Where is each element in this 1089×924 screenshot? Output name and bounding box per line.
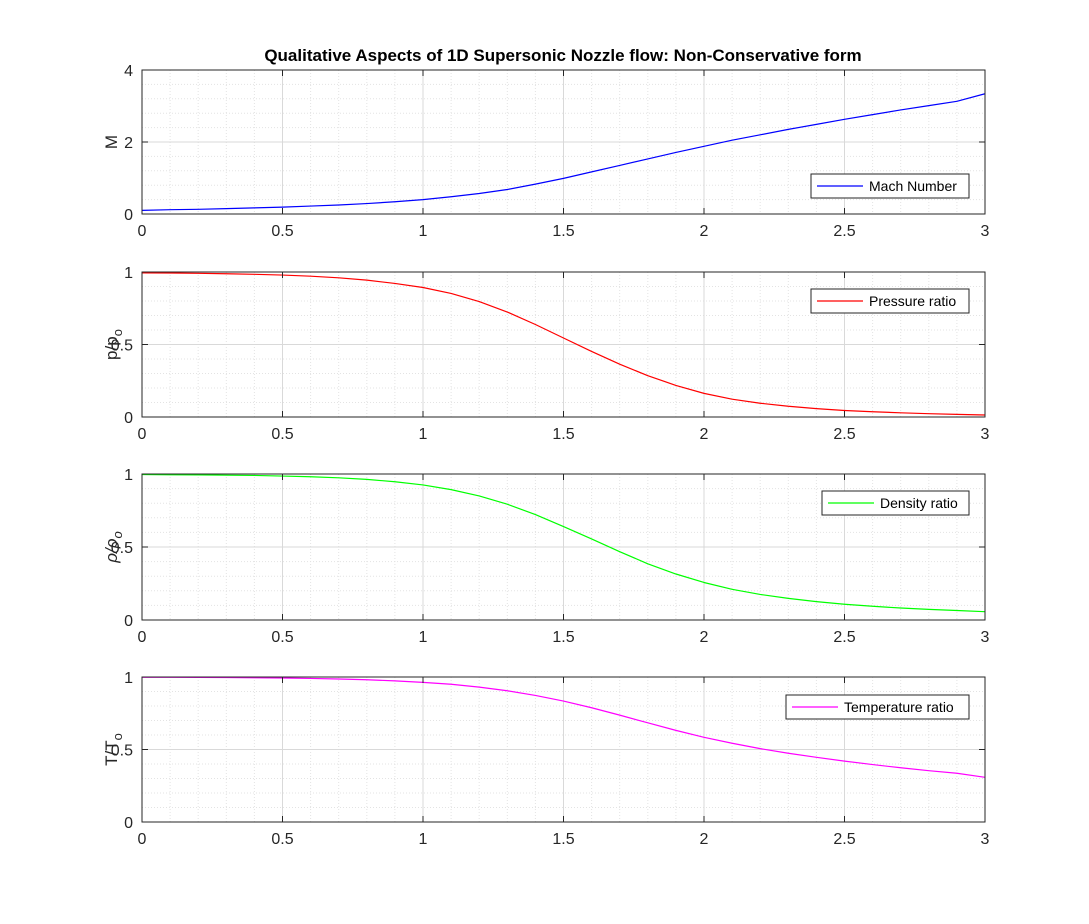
x-tick-label: 1.5 <box>552 426 574 443</box>
x-tick-label: 0 <box>138 426 147 443</box>
x-tick-label: 1.5 <box>552 629 574 646</box>
y-tick-label: 1 <box>124 467 133 484</box>
x-tick-label: 3 <box>981 223 990 240</box>
x-tick-label: 0.5 <box>271 831 293 848</box>
x-tick-label: 2 <box>700 426 709 443</box>
x-tick-label: 2 <box>700 629 709 646</box>
x-tick-label: 2 <box>700 831 709 848</box>
x-tick-label: 1 <box>419 426 428 443</box>
y-axis-label: p/po <box>102 329 125 360</box>
x-tick-label: 1 <box>419 629 428 646</box>
x-tick-label: 1 <box>419 831 428 848</box>
subplot-1: 0 0.5 1 1.5 2 2.5 3 0 2 4 M Mach Number <box>102 63 990 240</box>
x-tick-label: 1.5 <box>552 223 574 240</box>
y-tick-label: 0 <box>124 613 133 630</box>
x-tick-label: 1 <box>419 223 428 240</box>
y-axis-label: T/To <box>102 733 125 766</box>
x-tick-label: 3 <box>981 831 990 848</box>
y-tick-label: 0.5 <box>111 338 133 355</box>
y-tick-label: 1 <box>124 265 133 282</box>
y-tick-label: 4 <box>124 63 133 80</box>
y-tick-label: 0 <box>124 207 133 224</box>
y-tick-label: 0.5 <box>111 540 133 557</box>
legend-label: Temperature ratio <box>844 699 954 715</box>
y-tick-label: 0 <box>124 815 133 832</box>
x-tick-label: 0.5 <box>271 426 293 443</box>
legend: Temperature ratio <box>785 694 970 720</box>
legend: Pressure ratio <box>810 288 970 314</box>
x-tick-label: 2.5 <box>833 629 855 646</box>
legend-label: Mach Number <box>869 178 957 194</box>
x-tick-label: 2 <box>700 223 709 240</box>
series-line <box>141 93 986 211</box>
x-tick-label: 2.5 <box>833 831 855 848</box>
legend: Density ratio <box>821 490 970 516</box>
y-tick-label: 1 <box>124 670 133 687</box>
x-tick-label: 0 <box>138 831 147 848</box>
subplot-3: 0 0.5 1 1.5 2 2.5 3 0 0.5 1 ρ/ρo Density ratio <box>102 467 990 646</box>
subplot-panels: 0 0.5 1 1.5 2 2.5 3 0 2 4 M Mach Number 0 0.5 1 1.5 2 2.5… <box>102 63 990 848</box>
x-tick-label: 2.5 <box>833 223 855 240</box>
subplot-4: 0 0.5 1 1.5 2 2.5 3 0 0.5 1 T/To Temperature ratio <box>102 670 990 848</box>
y-tick-label: 0 <box>124 410 133 427</box>
x-tick-label: 3 <box>981 426 990 443</box>
legend-label: Pressure ratio <box>869 293 956 309</box>
legend: Mach Number <box>810 173 970 199</box>
x-tick-label: 3 <box>981 629 990 646</box>
x-tick-label: 0 <box>138 223 147 240</box>
x-tick-label: 0 <box>138 629 147 646</box>
y-tick-label: 0.5 <box>111 743 133 760</box>
y-axis-label: ρ/ρo <box>102 531 125 563</box>
legend-label: Density ratio <box>880 495 958 511</box>
y-tick-label: 2 <box>124 135 133 152</box>
x-tick-label: 2.5 <box>833 426 855 443</box>
x-tick-label: 0.5 <box>271 223 293 240</box>
x-tick-label: 1.5 <box>552 831 574 848</box>
x-tick-label: 0.5 <box>271 629 293 646</box>
subplot-2: 0 0.5 1 1.5 2 2.5 3 0 0.5 1 p/po Pressure ratio <box>102 265 990 443</box>
figure-title: Qualitative Aspects of 1D Supersonic Noz… <box>264 46 861 65</box>
y-axis-label: M <box>102 135 121 149</box>
